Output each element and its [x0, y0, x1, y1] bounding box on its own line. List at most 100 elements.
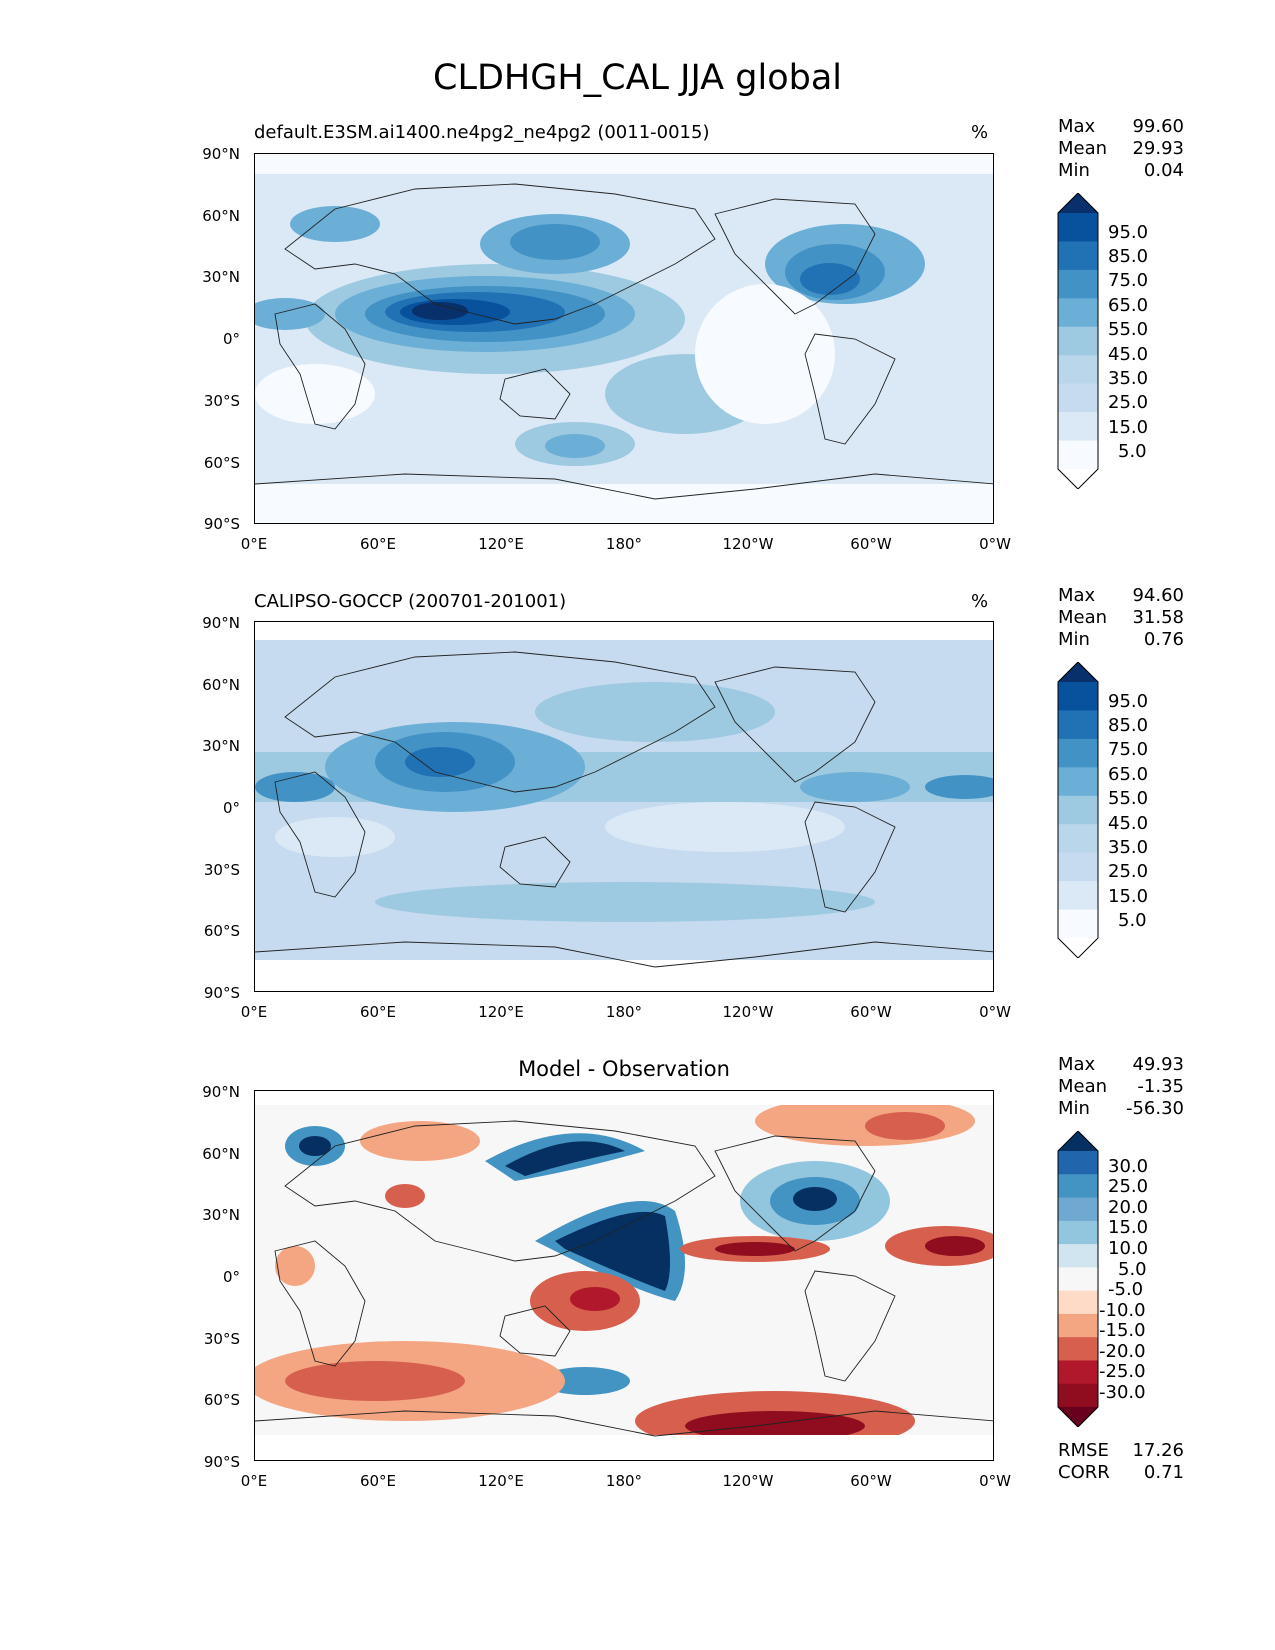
- panel-units: %: [971, 591, 989, 612]
- colorbar-segment: [1058, 326, 1098, 356]
- stat-min: 0.04: [1143, 160, 1184, 181]
- colorbar-segment: [1058, 412, 1098, 442]
- lat-tick: 90°N: [202, 614, 240, 632]
- lon-tick: 180°: [605, 1472, 643, 1490]
- colorbar-segment: [1058, 682, 1098, 711]
- colorbar-segment: [1058, 824, 1098, 854]
- lat-tick: 30°N: [202, 268, 240, 286]
- colorbar-segment: [1058, 1197, 1098, 1222]
- colorbar-svg: [1057, 192, 1099, 490]
- lat-tick: 0°: [222, 799, 240, 817]
- colorbar-segment: [1058, 1244, 1098, 1268]
- map-obs: [254, 621, 994, 992]
- stat-max: 99.60: [1132, 116, 1184, 137]
- colorbar-segment: [1058, 440, 1098, 470]
- colorbar-segment: [1058, 852, 1098, 882]
- stats-box: Max 94.60 Mean 31.58 Min 0.76: [1058, 585, 1184, 650]
- colorbar-segment: [1058, 1151, 1098, 1175]
- lon-tick: 120°E: [478, 1003, 524, 1021]
- colorbar-segment: [1058, 1313, 1098, 1338]
- colorbar-segment: [1058, 355, 1098, 385]
- colorbar-segment: [1058, 738, 1098, 768]
- figure-title: CLDHGH_CAL JJA global: [433, 58, 842, 98]
- panel-units: %: [971, 122, 989, 143]
- stat-mean: -1.35: [1137, 1076, 1184, 1097]
- lat-tick: 0°: [222, 330, 240, 348]
- colorbar-segment: [1058, 1337, 1098, 1361]
- colorbar: [1056, 192, 1100, 493]
- lat-tick: 30°N: [202, 737, 240, 755]
- lat-tick: 90°S: [203, 984, 240, 1002]
- lat-tick: 30°S: [203, 861, 240, 879]
- colorbar-svg: [1057, 661, 1099, 959]
- colorbar-segment: [1058, 909, 1098, 939]
- colorbar-outline: [1057, 661, 1099, 959]
- lon-tick: 60°W: [850, 535, 892, 553]
- lat-tick: 90°S: [203, 515, 240, 533]
- stat-mean: 29.93: [1132, 138, 1184, 159]
- lat-tick: 60°N: [202, 676, 240, 694]
- panel-title: Model - Observation: [518, 1057, 730, 1081]
- colorbar-segment: [1058, 1383, 1098, 1408]
- lon-tick: 180°: [605, 535, 643, 553]
- colorbar-bottom-extend: [1058, 1407, 1098, 1427]
- lon-tick: 120°W: [722, 535, 774, 553]
- lat-tick: 0°: [222, 1268, 240, 1286]
- lon-tick: 60°E: [359, 1003, 397, 1021]
- lat-tick: 60°N: [202, 207, 240, 225]
- metrics-box: RMSE 17.26 CORR 0.71: [1058, 1440, 1184, 1483]
- colorbar-outline: [1057, 1130, 1099, 1428]
- lon-tick: 0°E: [240, 1003, 268, 1021]
- lat-tick: 30°S: [203, 392, 240, 410]
- colorbar-segment: [1058, 1290, 1098, 1315]
- colorbar-segment: [1058, 1174, 1098, 1199]
- colorbar-bottom-extend: [1058, 469, 1098, 489]
- lon-tick: 180°: [605, 1003, 643, 1021]
- lon-tick: 0°E: [240, 535, 268, 553]
- colorbar-segment: [1058, 1267, 1098, 1292]
- colorbar: [1056, 661, 1100, 962]
- lon-tick: 120°W: [722, 1003, 774, 1021]
- lat-tick: 60°S: [203, 1391, 240, 1409]
- lat-tick: 60°S: [203, 922, 240, 940]
- lon-tick: 0°E: [240, 1472, 268, 1490]
- lon-tick: 0°W: [979, 1003, 1011, 1021]
- lon-tick: 60°E: [359, 535, 397, 553]
- colorbar-top-extend: [1058, 1131, 1098, 1151]
- stat-max: 94.60: [1132, 585, 1184, 606]
- colorbar-segment: [1058, 1220, 1098, 1245]
- colorbar-segment: [1058, 767, 1098, 797]
- colorbar-top-extend: [1058, 193, 1098, 213]
- colorbar-segment: [1058, 213, 1098, 242]
- lat-tick: 30°N: [202, 1206, 240, 1224]
- colorbar-segment: [1058, 710, 1098, 740]
- lon-tick: 0°W: [979, 535, 1011, 553]
- stat-min: -56.30: [1125, 1098, 1184, 1119]
- lat-tick: 90°N: [202, 1083, 240, 1101]
- colorbar-segment: [1058, 1360, 1098, 1385]
- colorbar: [1056, 1130, 1100, 1431]
- colorbar-segment: [1058, 881, 1098, 911]
- colorbar-segment: [1058, 795, 1098, 825]
- lon-tick: 120°E: [478, 535, 524, 553]
- panel-title: CALIPSO-GOCCP (200701-201001): [254, 591, 567, 612]
- colorbar-segment: [1058, 298, 1098, 328]
- lat-tick: 90°N: [202, 145, 240, 163]
- stats-box: Max 49.93 Mean -1.35 Min -56.30: [1058, 1054, 1184, 1119]
- colorbar-segment: [1058, 241, 1098, 271]
- lon-tick: 0°W: [979, 1472, 1011, 1490]
- lon-tick: 60°W: [850, 1003, 892, 1021]
- map-model: [254, 153, 994, 524]
- stat-min: 0.76: [1143, 629, 1184, 650]
- map-diff: [254, 1090, 994, 1461]
- lon-tick: 60°W: [850, 1472, 892, 1490]
- stat-max: 49.93: [1132, 1054, 1184, 1075]
- lon-tick: 120°W: [722, 1472, 774, 1490]
- lat-tick: 30°S: [203, 1330, 240, 1348]
- lon-tick: 60°E: [359, 1472, 397, 1490]
- lat-tick: 90°S: [203, 1453, 240, 1471]
- colorbar-segment: [1058, 269, 1098, 299]
- colorbar-outline: [1057, 192, 1099, 490]
- stats-box: Max 99.60 Mean 29.93 Min 0.04: [1058, 116, 1184, 181]
- lat-tick: 60°N: [202, 1145, 240, 1163]
